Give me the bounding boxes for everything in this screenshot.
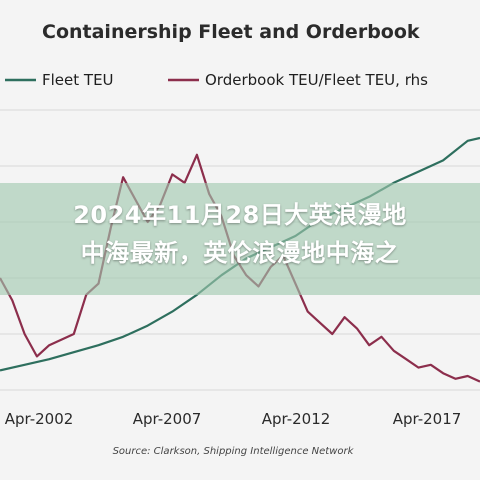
legend-label-orderbook: Orderbook TEU/Fleet TEU, rhs <box>205 71 428 89</box>
overlay-line-1: 2024年11月28日大英浪漫地 <box>73 201 407 229</box>
x-tick-label: Apr-2002 <box>5 410 74 428</box>
source-note: Source: Clarkson, Shipping Intelligence … <box>113 446 355 457</box>
title-overlay-band <box>0 183 480 295</box>
x-tick-label: Apr-2012 <box>262 410 331 428</box>
chart-title: Containership Fleet and Orderbook <box>42 21 420 43</box>
x-axis-ticks: Apr-2002 Apr-2007 Apr-2012 Apr-2017 <box>5 410 462 428</box>
article-title-overlay[interactable]: 2024年11月28日大英浪漫地 中海最新，英伦浪漫地中海之 <box>0 196 480 272</box>
legend-label-fleet: Fleet TEU <box>42 71 114 89</box>
x-tick-label: Apr-2007 <box>133 410 202 428</box>
legend: Fleet TEU Orderbook TEU/Fleet TEU, rhs <box>5 71 428 89</box>
x-tick-label: Apr-2017 <box>393 410 462 428</box>
overlay-line-2: 中海最新，英伦浪漫地中海之 <box>80 239 400 267</box>
